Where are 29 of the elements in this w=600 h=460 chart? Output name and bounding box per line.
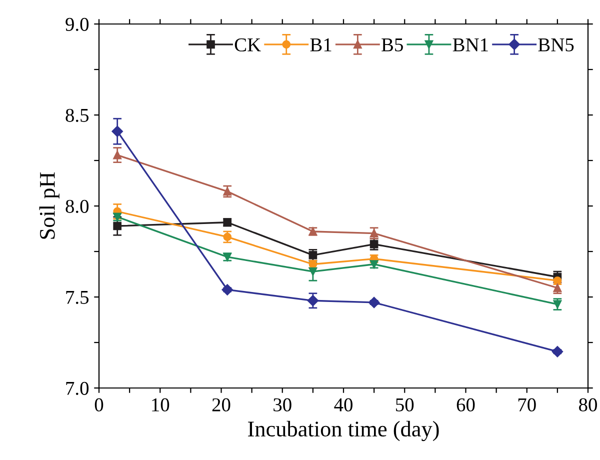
y-axis-title: Soil pH [39,172,60,239]
point [308,267,318,276]
legend-label: CK [234,38,261,52]
x-tick-label: 80 [579,398,597,412]
x-tick-label: 30 [274,398,292,412]
legend-label: B1 [310,38,332,52]
x-tick-label: 70 [518,398,536,412]
point [113,222,122,230]
point [552,346,564,358]
point [112,126,123,137]
x-tick-label: 0 [94,398,104,412]
y-tick-label: 8.5 [66,108,89,122]
y-tick-label: 9.0 [66,18,89,32]
point [113,150,122,160]
x-tick-label: 10 [152,398,170,412]
x-axis-title: Incubation time (day) [248,420,439,442]
legend-label: BN5 [538,38,574,52]
x-tick-label: 50 [396,398,414,412]
legend-label: B5 [382,38,403,52]
x-tick-label: 60 [456,398,475,412]
x-tick-label: 20 [212,398,230,412]
point [307,295,319,306]
point [222,284,233,296]
point [368,296,380,308]
y-tick-label: 7.0 [66,382,89,396]
y-tick-label: 7.5 [66,291,89,304]
y-tick-label: 8.0 [66,200,89,214]
legend-label: BN1 [452,38,488,52]
x-tick-label: 40 [334,398,352,412]
